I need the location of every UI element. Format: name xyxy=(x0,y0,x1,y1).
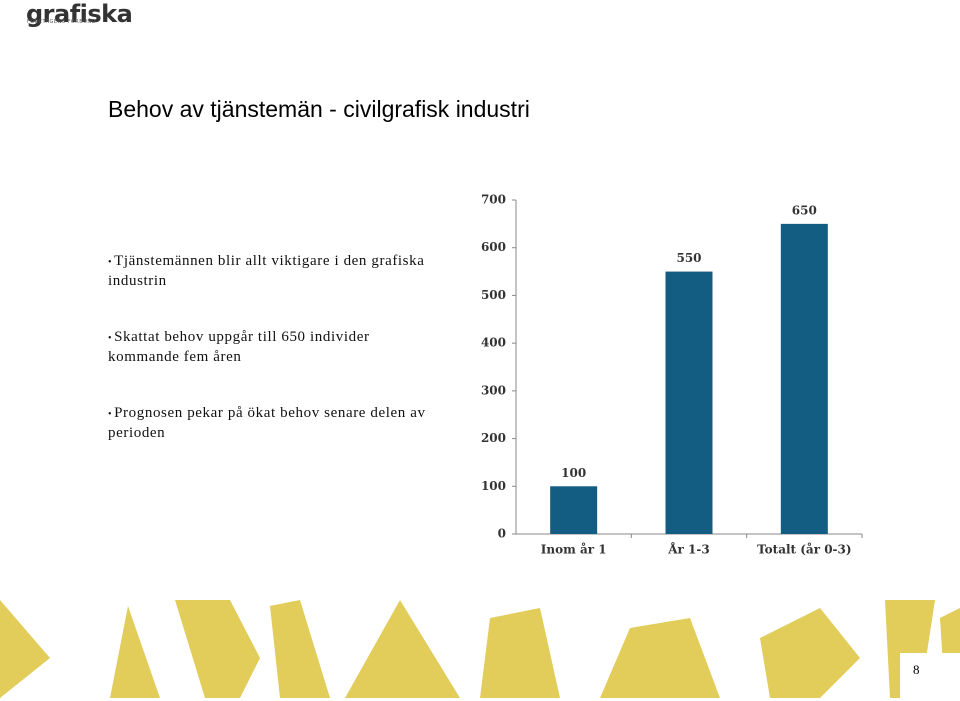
x-tick-label: Inom år 1 xyxy=(541,542,607,557)
y-tick-label: 0 xyxy=(498,527,506,541)
y-tick-label: 300 xyxy=(481,383,506,397)
data-label: 650 xyxy=(792,203,817,217)
data-label: 100 xyxy=(561,466,586,480)
bar xyxy=(550,486,598,534)
page-number: 8 xyxy=(913,662,920,677)
bar xyxy=(665,271,713,534)
y-tick-label: 400 xyxy=(481,336,506,350)
bullet: Tjänstemännen blir allt viktigare i den … xyxy=(108,252,438,291)
y-tick-label: 700 xyxy=(481,193,506,207)
slide-title: Behov av tjänstemän - civilgrafisk indus… xyxy=(108,96,530,122)
y-tick-label: 600 xyxy=(481,240,506,254)
y-tick-label: 100 xyxy=(481,479,506,493)
x-tick-label: År 1-3 xyxy=(667,542,710,557)
bar xyxy=(780,223,828,534)
bullet: Skattat behov uppgår till 650 individer … xyxy=(108,328,438,367)
logo: grafiska xyxy=(26,0,133,28)
x-tick-label: Totalt (år 0-3) xyxy=(757,542,851,557)
y-tick-label: 500 xyxy=(481,288,506,302)
decor-banner xyxy=(0,600,960,698)
data-label: 550 xyxy=(676,251,701,265)
y-tick-label: 200 xyxy=(481,431,506,445)
bullet: Prognosen pekar på ökat behov senare del… xyxy=(108,404,438,443)
logo-tagline: FÖRETAGENS FÖRBUND xyxy=(27,19,96,25)
chart: 0 100 200 300 400 500 600 700 Inom år 1 100 År 1-3… xyxy=(481,193,863,557)
